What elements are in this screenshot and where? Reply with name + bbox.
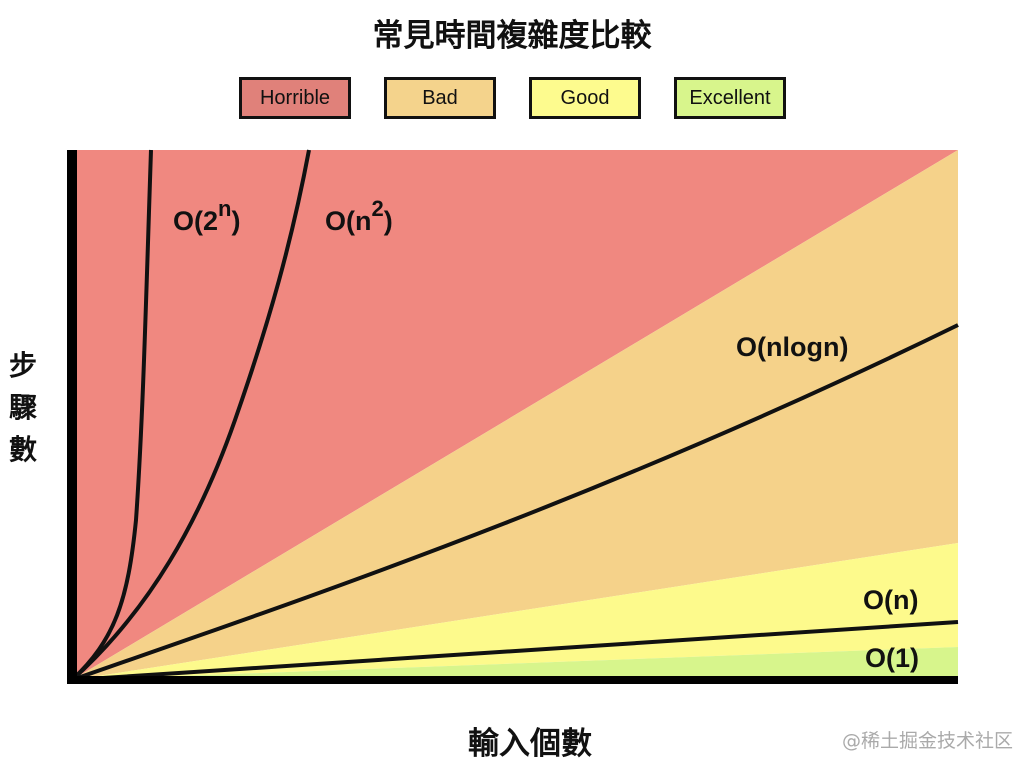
curve-o-nlogn bbox=[71, 323, 959, 682]
label-o-2n: O(2n) bbox=[173, 196, 240, 236]
legend-horrible: Horrible bbox=[239, 77, 351, 119]
y-axis bbox=[67, 150, 77, 684]
region-bad bbox=[72, 150, 958, 680]
region-excellent bbox=[72, 647, 958, 680]
legend-good: Good bbox=[529, 77, 641, 119]
curve-o-n bbox=[71, 620, 959, 682]
label-o-n: O(n) bbox=[863, 585, 918, 615]
x-axis-label: 輸入個數 bbox=[468, 726, 592, 762]
legend-bad: Bad bbox=[384, 77, 496, 119]
label-o-1: O(1) bbox=[865, 643, 919, 673]
x-axis-o-1 bbox=[67, 676, 958, 684]
region-good bbox=[72, 543, 958, 680]
legend-excellent: Excellent bbox=[674, 77, 786, 119]
curve-o-n2 bbox=[70, 149, 311, 682]
curve-o-2n bbox=[70, 149, 153, 682]
watermark: @稀土掘金技术社区 bbox=[842, 730, 1014, 752]
label-o-n2: O(n2) bbox=[325, 196, 393, 236]
label-o-nlogn: O(nlogn) bbox=[736, 332, 848, 362]
y-axis-label: 步驟數 bbox=[8, 349, 37, 466]
chart-title: 常見時間複雜度比較 bbox=[372, 18, 652, 54]
